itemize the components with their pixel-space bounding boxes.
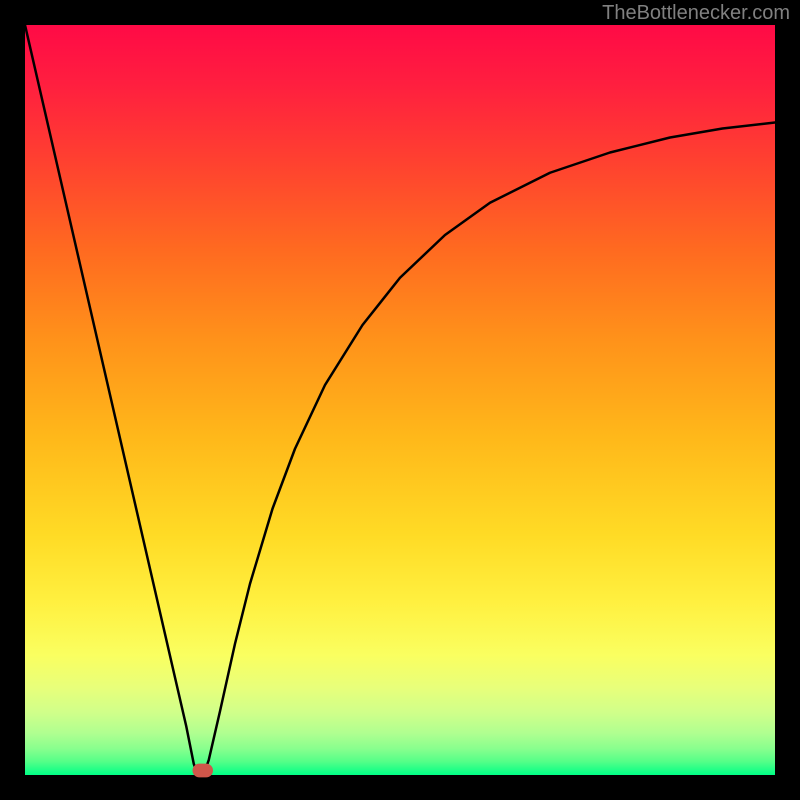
bottleneck-chart: TheBottlenecker.com — [0, 0, 800, 800]
gradient-background — [25, 25, 775, 775]
optimum-marker — [193, 764, 213, 777]
attribution-text: TheBottlenecker.com — [602, 2, 790, 24]
chart-root: TheBottlenecker.com — [0, 0, 800, 800]
